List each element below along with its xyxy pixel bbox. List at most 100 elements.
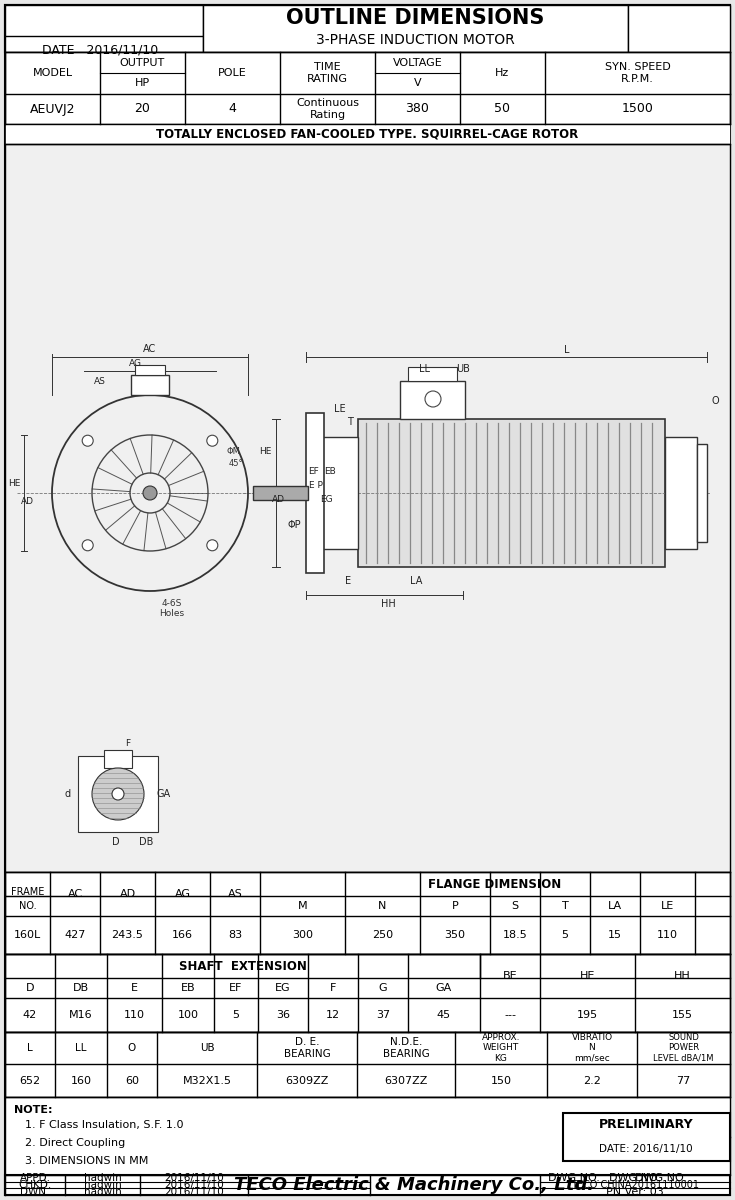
Text: 77: 77 [676,1075,691,1086]
Text: TECO Electric & Machinery Co., Ltd.: TECO Electric & Machinery Co., Ltd. [234,1176,594,1194]
Bar [5,144,730,872]
Text: EF: EF [309,467,320,475]
Text: O: O [711,396,719,406]
Text: MODEL: MODEL [32,68,73,78]
Text: EB: EB [181,983,196,994]
Bar [665,437,697,550]
Text: NO.: NO. [18,901,36,911]
Text: DWG NO.: DWG NO. [548,1174,600,1183]
Text: 427: 427 [64,930,86,940]
Text: 18.5: 18.5 [503,930,528,940]
Bar [306,413,324,572]
Text: 2016/11/10: 2016/11/10 [164,1187,224,1196]
Text: F: F [330,983,336,994]
Text: V: V [414,78,421,89]
Text: 652: 652 [19,1075,40,1086]
Text: D: D [112,838,120,847]
Text: HE: HE [580,971,595,982]
Text: 350: 350 [445,930,465,940]
Text: 166: 166 [172,930,193,940]
Text: hadwin: hadwin [84,1187,121,1196]
Text: 5: 5 [562,930,568,940]
Text: VOLTAGE: VOLTAGE [392,58,442,67]
Text: AS: AS [228,889,243,899]
Bar [104,750,132,768]
Bar [5,5,730,52]
Text: hadwin: hadwin [84,1180,121,1190]
Text: T: T [347,416,353,427]
Bar [5,124,730,144]
Bar [5,52,730,124]
Text: CHKD.: CHKD. [18,1180,51,1190]
Text: AD: AD [119,889,135,899]
Text: 6307ZZ: 6307ZZ [384,1075,428,1086]
Text: hadwin: hadwin [84,1174,121,1183]
Text: 4-6S: 4-6S [162,599,182,607]
Bar [135,365,165,374]
Text: 155: 155 [672,1010,693,1020]
Text: D: D [26,983,35,994]
Text: G: G [379,983,387,994]
Text: DATE   2016/11/10: DATE 2016/11/10 [42,43,158,56]
Text: AD: AD [21,497,34,505]
Text: HE: HE [259,446,271,456]
Bar [5,5,203,36]
Text: N: N [379,901,387,911]
Text: OUTLINE DIMENSIONS: OUTLINE DIMENSIONS [286,8,544,28]
Text: 37: 37 [376,1010,390,1020]
Text: LL: LL [75,1043,87,1054]
Text: 2.2: 2.2 [583,1075,601,1086]
Text: SOUND
POWER
LEVEL dBA/1M: SOUND POWER LEVEL dBA/1M [653,1033,714,1063]
Text: DWG NO.: DWG NO. [609,1174,661,1183]
Text: SYN. SPEED
R.P.M.: SYN. SPEED R.P.M. [605,62,670,84]
Text: 1. F Class Insulation, S.F. 1.0: 1. F Class Insulation, S.F. 1.0 [25,1120,184,1130]
Text: NOTE:: NOTE: [14,1105,52,1115]
Text: ΦP: ΦP [287,520,301,530]
Bar [253,486,308,500]
Text: FRAME: FRAME [11,887,44,898]
Text: 195: 195 [577,1010,598,1020]
Text: 4: 4 [229,102,237,115]
Circle shape [82,540,93,551]
Text: 110: 110 [657,930,678,940]
Text: APPD.: APPD. [20,1174,51,1183]
Circle shape [82,436,93,446]
Bar [697,444,707,542]
Text: PRELIMINARY: PRELIMINARY [599,1118,693,1132]
Text: EG: EG [320,494,332,504]
Text: AEUVJ2: AEUVJ2 [29,102,75,115]
Text: 50: 50 [495,102,511,115]
Text: 45°: 45° [229,458,243,468]
Text: SHAFT  EXTENSION: SHAFT EXTENSION [179,960,306,972]
Bar [628,5,730,52]
Text: Continuous
Rating: Continuous Rating [296,98,359,120]
Text: 2016/11/10: 2016/11/10 [164,1174,224,1183]
Bar [5,5,203,52]
Text: AD: AD [271,494,284,504]
Text: BE: BE [503,971,517,982]
Text: EF: EF [229,983,243,994]
Text: O: O [128,1043,136,1054]
Text: TIME
RATING: TIME RATING [307,62,348,84]
Circle shape [207,540,218,551]
Circle shape [92,768,144,820]
Text: 243.5: 243.5 [112,930,143,940]
Text: 5: 5 [232,1010,240,1020]
Text: d: d [65,790,71,799]
Text: FLANGE DIMENSION: FLANGE DIMENSION [429,877,562,890]
Text: EB: EB [324,467,336,475]
Text: VIBRATIO
N
mm/sec: VIBRATIO N mm/sec [571,1033,612,1063]
Text: Hz: Hz [495,68,509,78]
Text: AC: AC [143,344,157,354]
Text: 6309ZZ: 6309ZZ [285,1075,329,1086]
Text: S: S [512,901,519,911]
Text: D. E.
BEARING: D. E. BEARING [284,1037,330,1058]
Text: 2016/11/10: 2016/11/10 [164,1180,224,1190]
Circle shape [112,788,124,800]
Text: GA: GA [157,790,171,799]
Text: DB: DB [139,838,153,847]
Text: 20: 20 [135,102,151,115]
Text: DWN.: DWN. [21,1187,50,1196]
Bar [5,1032,730,1097]
Text: 380: 380 [406,102,429,115]
